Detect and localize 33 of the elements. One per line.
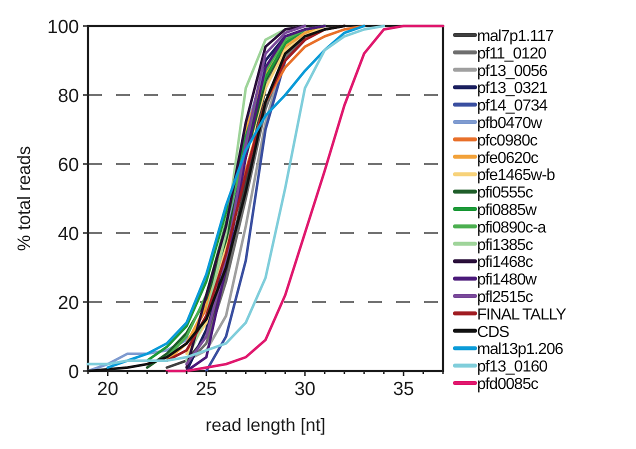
legend-label: pf13_0056 (477, 62, 548, 80)
y-tick-label: 100 (47, 17, 79, 38)
legend-label: pfd0085c (477, 376, 539, 393)
legend-label: pfi1385c (477, 236, 534, 254)
y-axis-title: % total reads (14, 146, 34, 252)
legend-label: FINAL TALLY (477, 306, 567, 324)
legend-label: CDS (477, 324, 509, 341)
y-tick-label: 40 (58, 224, 79, 245)
x-tick-label: 25 (196, 379, 217, 400)
y-tick-label: 20 (58, 293, 79, 314)
legend-label: pfl2515c (477, 289, 534, 306)
legend-label: pf13_0160 (477, 358, 548, 376)
x-tick-label: 30 (294, 379, 316, 400)
legend-label: pfc0980c (477, 132, 538, 150)
legend-label: pf13_0321 (477, 80, 548, 98)
legend-label: mal13p1.206 (477, 341, 564, 358)
x-tick-label: 35 (392, 379, 414, 400)
legend-label: pf14_0734 (477, 98, 548, 115)
x-tick-label: 20 (97, 379, 118, 400)
x-axis-title: read length [nt] (205, 415, 326, 435)
legend-label: pfi0890c-a (477, 219, 546, 236)
legend-label: pfe1465w-b (477, 167, 556, 184)
y-tick-label: 80 (58, 86, 79, 107)
legend-label: pfi0555c (477, 184, 534, 202)
legend-label: pfb0470w (477, 115, 543, 132)
y-tick-label: 0 (68, 362, 79, 383)
legend-label: pfi1468c (477, 254, 534, 272)
legend-label: mal7p1.117 (477, 28, 554, 45)
legend-label: pf11_0120 (477, 45, 547, 62)
legend-label: pfi0885w (477, 202, 538, 219)
legend-label: pfe0620c (477, 150, 539, 167)
legend-label: pfi1480w (477, 272, 538, 289)
y-tick-label: 60 (58, 155, 79, 176)
